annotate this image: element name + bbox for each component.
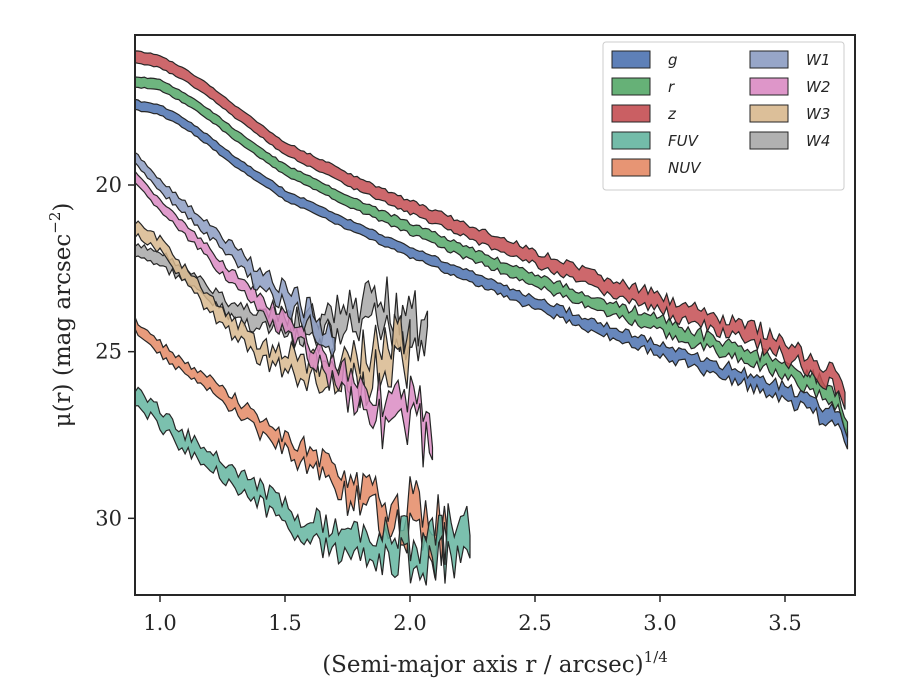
legend-swatch-w4 bbox=[749, 131, 789, 150]
legend-label-w1: W1 bbox=[806, 51, 830, 69]
legend-swatch-w1 bbox=[749, 50, 789, 69]
legend-swatch-fuv bbox=[611, 131, 651, 150]
y-axis-label-tail: ) bbox=[50, 203, 76, 212]
x-tick-label: 2.0 bbox=[393, 611, 426, 635]
y-axis-label: μ(r) (mag arcsec−2) bbox=[46, 203, 76, 428]
legend-swatch-g bbox=[611, 50, 651, 69]
y-axis-label-exponent: −2 bbox=[46, 212, 64, 234]
x-tick-label: 3.5 bbox=[768, 611, 801, 635]
plot-frame bbox=[134, 34, 856, 596]
series-bands bbox=[134, 50, 849, 586]
x-axis-label-exponent: 1/4 bbox=[644, 648, 668, 666]
x-axis-label: (Semi-major axis r / arcsec)1/4 bbox=[322, 648, 668, 678]
legend: grz FUV NUV W1 W2 W3 W4 bbox=[602, 41, 845, 191]
legend-label-r: r bbox=[668, 78, 675, 96]
legend-swatch-r bbox=[611, 77, 651, 96]
legend-label-z: z bbox=[667, 105, 677, 123]
y-tick-label: 25 bbox=[95, 340, 122, 364]
legend-swatch-nuv bbox=[611, 158, 651, 177]
x-tick-label: 2.5 bbox=[518, 611, 551, 635]
legend-swatch-z bbox=[611, 104, 651, 123]
legend-label-w3: W3 bbox=[806, 105, 830, 123]
series-band-w2 bbox=[134, 169, 434, 468]
legend-label-fuv: FUV bbox=[668, 132, 700, 150]
x-axis-label-text: (Semi-major axis r / arcsec) bbox=[322, 652, 643, 678]
y-axis-label-text: μ(r) (mag arcsec bbox=[50, 234, 76, 428]
legend-label-w2: W2 bbox=[806, 78, 830, 96]
y-tick-label: 30 bbox=[95, 506, 122, 530]
legend-swatch-w3 bbox=[749, 104, 789, 123]
x-tick-label: 3.0 bbox=[643, 611, 676, 635]
x-tick-label: 1.0 bbox=[143, 611, 176, 635]
series-band-r bbox=[134, 76, 849, 438]
legend-label-nuv: NUV bbox=[668, 159, 702, 177]
y-tick-label: 20 bbox=[95, 173, 122, 197]
y-axis: 20 25 30 bbox=[95, 173, 135, 530]
series-band-z bbox=[134, 50, 846, 410]
x-axis: 1.0 1.5 2.0 2.5 3.0 3.5 bbox=[143, 595, 802, 635]
series-band-w1 bbox=[134, 151, 336, 360]
series-band-g bbox=[134, 98, 849, 450]
legend-label-g: g bbox=[668, 51, 678, 69]
x-tick-label: 1.5 bbox=[268, 611, 301, 635]
series-band-fuv bbox=[134, 386, 471, 586]
legend-label-w4: W4 bbox=[806, 132, 830, 150]
series-band-w3 bbox=[134, 220, 411, 409]
legend-swatch-w2 bbox=[749, 77, 789, 96]
